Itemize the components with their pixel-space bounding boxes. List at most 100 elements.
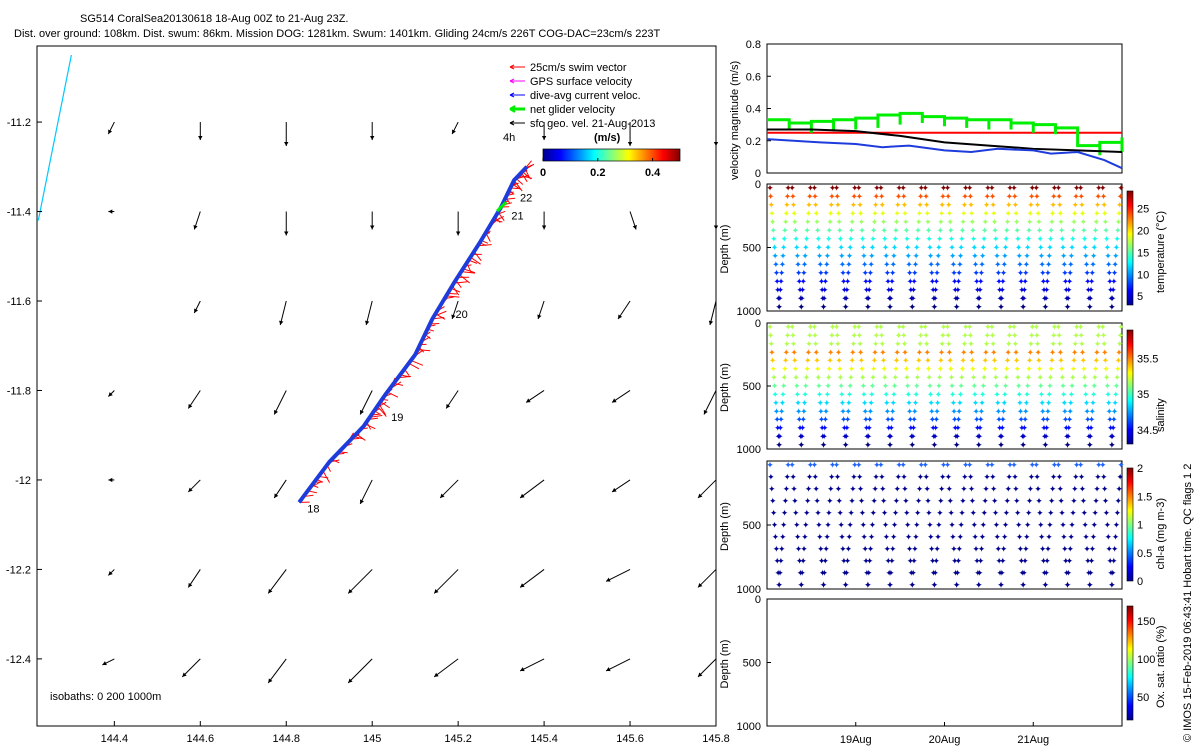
profile-point: ✦ xyxy=(915,497,923,507)
profile-point: ✦ xyxy=(788,323,796,333)
profile-point: ✦ xyxy=(1033,193,1041,203)
profile-point: ✦ xyxy=(901,201,909,211)
profile-point: ✦ xyxy=(947,365,955,375)
profile-point: ✦ xyxy=(955,278,963,288)
profile-point: ✦ xyxy=(968,485,976,495)
profile-point: ✦ xyxy=(859,235,867,245)
profile-point: ✦ xyxy=(867,407,875,417)
profile-point: ✦ xyxy=(796,278,804,288)
colorbar-label: temperature (°C) xyxy=(1155,211,1167,293)
profile-point: ✦ xyxy=(1105,261,1113,271)
y-tick-label: 0 xyxy=(755,168,761,180)
profile-point: ✦ xyxy=(864,303,872,313)
profile-point: ✦ xyxy=(918,323,926,333)
profile-point: ✦ xyxy=(972,261,980,271)
profile-point: ✦ xyxy=(1113,521,1121,531)
profile-point: ✦ xyxy=(774,557,782,567)
profile-point: ✦ xyxy=(902,357,910,367)
profile-point: ✦ xyxy=(770,374,778,384)
profile-point: ✦ xyxy=(970,374,978,384)
profile-point: ✦ xyxy=(771,244,779,254)
profile-point: ✦ xyxy=(1063,569,1071,579)
profile-point: ✦ xyxy=(1080,227,1088,237)
profile-point: ✦ xyxy=(1042,581,1050,591)
colorbar-tick-label: 50 xyxy=(1137,692,1149,704)
profile-point: ✦ xyxy=(805,340,813,350)
profile-point: ✦ xyxy=(924,357,932,367)
profile-point: ✦ xyxy=(1019,441,1027,451)
profile-point: ✦ xyxy=(1090,382,1098,392)
profile-point: ✦ xyxy=(905,399,913,409)
legend-item-gps: GPS surface velocity xyxy=(509,76,633,88)
profile-point: ✦ xyxy=(922,331,930,341)
arrow-shaft xyxy=(697,569,717,588)
profile-point: ✦ xyxy=(978,399,986,409)
colorbar-gradient xyxy=(542,148,681,162)
profile-point: ✦ xyxy=(911,269,919,279)
profile-point: ✦ xyxy=(913,244,921,254)
profile-point: ✦ xyxy=(779,533,787,543)
profile-point: ✦ xyxy=(818,416,826,426)
profile-point: ✦ xyxy=(948,521,956,531)
profile-point: ✦ xyxy=(908,433,916,443)
profile-point: ✦ xyxy=(781,227,789,237)
profile-point: ✦ xyxy=(851,184,859,194)
profile-point: ✦ xyxy=(949,252,957,262)
profile-point: ✦ xyxy=(878,340,886,350)
profile-point: ✦ xyxy=(793,521,801,531)
profile-point: ✦ xyxy=(1089,269,1097,279)
profile-point: ✦ xyxy=(826,497,834,507)
profile-point: ✦ xyxy=(1005,340,1013,350)
profile-point: ✦ xyxy=(836,365,844,375)
profile-point: ✦ xyxy=(991,365,999,375)
profile-point: ✦ xyxy=(1107,569,1115,579)
profile-point: ✦ xyxy=(1047,365,1055,375)
profile-point: ✦ xyxy=(775,441,783,451)
profile-point: ✦ xyxy=(906,407,914,417)
profile-point: ✦ xyxy=(930,569,938,579)
profile-point: ✦ xyxy=(1059,374,1067,384)
profile-point: ✦ xyxy=(783,485,791,495)
profile-point: ✦ xyxy=(1088,416,1096,426)
colorbar-label: salinity xyxy=(1155,398,1167,432)
profile-point: ✦ xyxy=(826,365,834,375)
swim-vector xyxy=(322,470,331,483)
profile-point: ✦ xyxy=(833,323,841,333)
profile-point: ✦ xyxy=(1082,252,1090,262)
arrow-shaft xyxy=(359,390,373,415)
arrow-shaft xyxy=(703,390,717,415)
y-tick-label: 0.8 xyxy=(746,39,761,51)
profile-point: ✦ xyxy=(858,357,866,367)
profile-point: ✦ xyxy=(1073,184,1081,194)
arrow-shaft xyxy=(433,569,459,594)
map-legend: 25cm/s swim vector GPS surface velocity … xyxy=(509,62,655,130)
profile-point: ✦ xyxy=(1002,521,1010,531)
profile-point: ✦ xyxy=(843,295,851,305)
profile-point: ✦ xyxy=(1025,227,1033,237)
profile-point: ✦ xyxy=(908,581,916,591)
profile-point: ✦ xyxy=(1072,331,1080,341)
profile-point: ✦ xyxy=(774,286,782,296)
profile-point: ✦ xyxy=(878,193,886,203)
profile-point: ✦ xyxy=(1057,348,1065,358)
glider-track xyxy=(297,160,535,504)
profile-point: ✦ xyxy=(822,545,830,555)
sfc-vector-arrow xyxy=(629,211,637,230)
profile-point: ✦ xyxy=(918,461,926,471)
profile-point: ✦ xyxy=(995,407,1003,417)
profile-point: ✦ xyxy=(823,399,831,409)
sfc-vector-arrow xyxy=(108,569,115,576)
profile-point: ✦ xyxy=(890,252,898,262)
profile-point: ✦ xyxy=(909,569,917,579)
profile-point: ✦ xyxy=(1078,193,1086,203)
profile-point: ✦ xyxy=(1017,416,1025,426)
profile-point: ✦ xyxy=(811,193,819,203)
profile-point: ✦ xyxy=(937,497,945,507)
profile-point: ✦ xyxy=(822,407,830,417)
profile-point: ✦ xyxy=(988,323,996,333)
profile-point: ✦ xyxy=(1077,184,1085,194)
velocity-panel: 00.20.40.60.8 velocity magnitude (m/s) xyxy=(729,39,1124,180)
profile-point: ✦ xyxy=(1001,533,1009,543)
sfc-vector-arrow xyxy=(267,569,287,594)
profile-point: ✦ xyxy=(1035,497,1043,507)
